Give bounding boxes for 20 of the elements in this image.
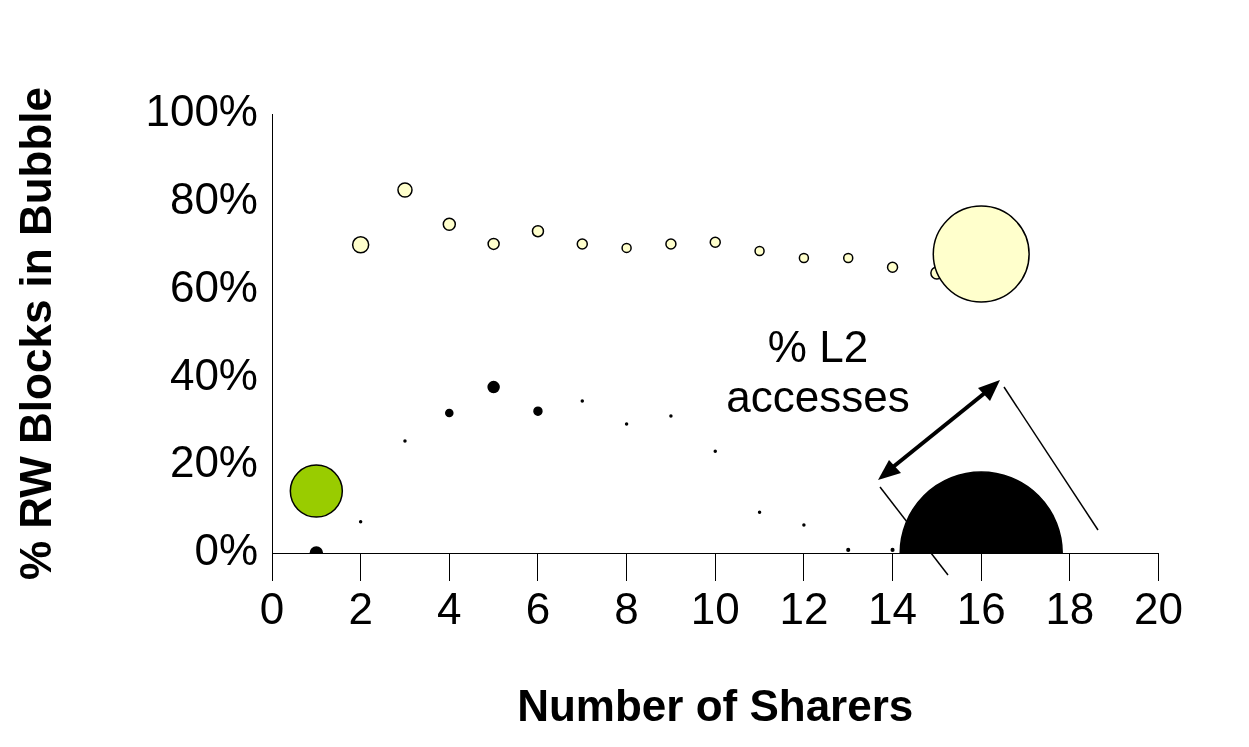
x-axis-title: Number of Sharers xyxy=(517,680,914,730)
y-axis-title: % RW Blocks in Bubble xyxy=(10,86,60,581)
x-tick-label: 14 xyxy=(868,583,918,633)
y-tick-label: 100% xyxy=(145,86,258,136)
y-tick-label: 60% xyxy=(169,261,258,311)
y-tick-label: 20% xyxy=(169,437,258,487)
x-tick-label: 4 xyxy=(437,583,462,633)
x-tick-label: 20 xyxy=(1134,583,1183,633)
annotation: % L2 accesses xyxy=(725,322,911,422)
x-tick-label: 10 xyxy=(690,583,740,633)
x-tick-label: 16 xyxy=(956,583,1006,633)
x-tick-label: 0 xyxy=(259,583,285,633)
x-tick-label: 12 xyxy=(779,583,829,633)
y-tick-label: 0% xyxy=(194,525,258,575)
x-tick-label: 6 xyxy=(525,583,551,633)
x-tick-label: 8 xyxy=(614,583,639,633)
x-tick-label: 2 xyxy=(348,583,373,633)
y-tick-label: 40% xyxy=(169,349,258,399)
y-tick-label: 80% xyxy=(169,173,258,223)
x-tick-label: 18 xyxy=(1045,583,1095,633)
